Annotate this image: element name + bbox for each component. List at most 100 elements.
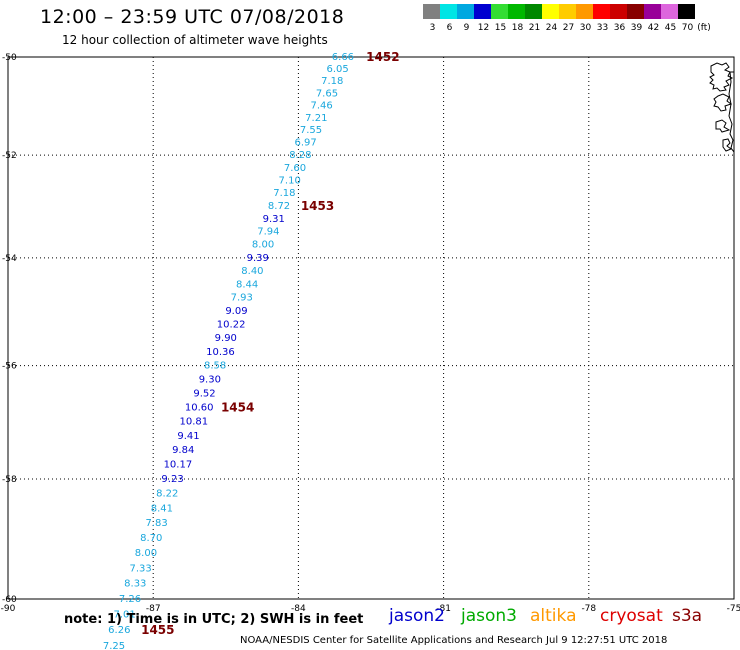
swh-reading: 6.05 (326, 64, 348, 75)
swh-reading: 9.30 (199, 374, 221, 385)
swh-reading: 7.25 (103, 641, 125, 650)
coastline (713, 93, 733, 112)
legend-label-6: 6 (446, 23, 453, 33)
swh-reading: 6.26 (108, 625, 130, 636)
swh-reading: 7.94 (257, 227, 279, 238)
legend-label-36: 36 (613, 23, 626, 33)
lon-tick-label: -78 (581, 604, 596, 614)
legend-swatch-70 (678, 4, 695, 19)
legend-swatch-12 (474, 4, 491, 19)
lat-tick-label: -60 (2, 595, 17, 605)
swh-reading: 7.18 (321, 76, 343, 87)
swh-reading: 9.52 (193, 388, 215, 399)
satellite-cryosat: cryosat (600, 606, 663, 626)
swh-reading: 7.46 (310, 101, 332, 112)
swh-reading: 8.22 (156, 489, 178, 500)
legend-swatch-15 (491, 4, 508, 19)
swh-reading: 9.23 (161, 474, 183, 485)
legend-label-12: 12 (477, 23, 490, 33)
swh-reading: 9.09 (225, 306, 247, 317)
swh-reading: 8.58 (204, 361, 226, 372)
swh-reading: 10.81 (180, 417, 209, 428)
swh-reading: 10.17 (164, 460, 193, 471)
pass-time-label: 1454 (221, 400, 254, 414)
swh-reading: 7.26 (119, 594, 141, 605)
pass-time-label: 1455 (141, 623, 174, 637)
swh-reading: 9.31 (263, 214, 285, 225)
swh-reading: 7.60 (284, 163, 306, 174)
lon-tick-label: -90 (1, 604, 16, 614)
lon-tick-label: -75 (727, 604, 740, 614)
swh-reading: 7.65 (316, 88, 338, 99)
coastline (715, 119, 731, 133)
legend-swatch-18 (508, 4, 525, 19)
legend-swatch-42 (644, 4, 661, 19)
legend-label-27: 27 (562, 23, 575, 33)
swh-reading: 10.60 (185, 402, 214, 413)
legend-swatch-9 (457, 4, 474, 19)
coastline (728, 71, 735, 154)
units-note: note: 1) Time is in UTC; 2) SWH is in fe… (64, 612, 364, 627)
lat-tick-label: -50 (2, 53, 17, 63)
lon-tick-label: -87 (146, 604, 161, 614)
swh-reading: 8.70 (140, 533, 162, 544)
swh-reading: 8.41 (151, 503, 173, 514)
swh-reading: 9.84 (172, 445, 194, 456)
pass-time-label: 1453 (301, 199, 334, 213)
legend-swatch-45 (661, 4, 678, 19)
lat-tick-label: -54 (2, 254, 17, 264)
swh-reading: 9.41 (177, 431, 199, 442)
pass-time-label: 1452 (366, 50, 399, 64)
legend-label-33: 33 (596, 23, 609, 33)
swh-reading: 9.90 (215, 333, 237, 344)
swh-reading: 8.00 (135, 548, 157, 559)
swh-reading: 7.33 (129, 563, 151, 574)
swh-reading: 7.21 (305, 113, 327, 124)
satellite-jason2: jason2 (389, 606, 445, 626)
lon-tick-label: -81 (436, 604, 451, 614)
swh-reading: 6.97 (295, 138, 317, 149)
legend-swatch-39 (627, 4, 644, 19)
swh-reading: 8.72 (268, 201, 290, 212)
swh-reading: 7.10 (279, 175, 301, 186)
legend-label-30: 30 (579, 23, 592, 33)
lat-tick-label: -58 (2, 475, 17, 485)
legend-label-21: 21 (528, 23, 541, 33)
legend-label-70: 70 (681, 23, 694, 33)
legend-unit: (ft) (697, 23, 711, 33)
swh-reading: 8.00 (252, 240, 274, 251)
legend-swatch-30 (576, 4, 593, 19)
swh-reading: 8.44 (236, 279, 258, 290)
legend-label-24: 24 (545, 23, 558, 33)
legend-label-15: 15 (494, 23, 507, 33)
legend-swatch-24 (542, 4, 559, 19)
legend-swatch-33 (593, 4, 610, 19)
swh-reading: 8.33 (124, 579, 146, 590)
swh-reading: 7.93 (231, 293, 253, 304)
coastline (722, 138, 733, 152)
swh-reading: 6.66 (332, 52, 354, 63)
swh-reading: 10.36 (206, 347, 235, 358)
legend-swatch-21 (525, 4, 542, 19)
legend-swatch-36 (610, 4, 627, 19)
swh-reading: 7.01 (114, 610, 136, 621)
satellite-altika: altika (530, 606, 577, 626)
swh-reading: 7.18 (273, 188, 295, 199)
lat-tick-label: -52 (2, 151, 17, 161)
legend-label-18: 18 (511, 23, 524, 33)
satellite-s3a: s3a (672, 606, 703, 626)
legend-label-3: 3 (429, 23, 436, 33)
credit-footer: NOAA/NESDIS Center for Satellite Applica… (240, 635, 668, 646)
lon-tick-label: -84 (291, 604, 306, 614)
coastline (709, 62, 734, 92)
legend-swatch-6 (440, 4, 457, 19)
lat-tick-label: -56 (2, 362, 17, 372)
legend-swatch-3 (423, 4, 440, 19)
page-subtitle: 12 hour collection of altimeter wave hei… (62, 33, 328, 47)
swh-reading: 7.83 (145, 518, 167, 529)
legend-label-42: 42 (647, 23, 660, 33)
legend-label-45: 45 (664, 23, 677, 33)
swh-reading: 7.55 (300, 125, 322, 136)
legend-label-9: 9 (463, 23, 470, 33)
